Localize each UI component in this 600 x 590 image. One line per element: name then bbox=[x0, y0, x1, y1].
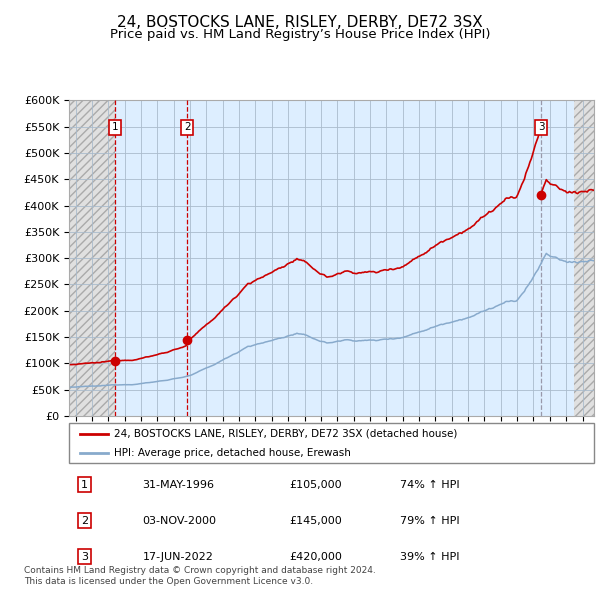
Text: 3: 3 bbox=[81, 552, 88, 562]
FancyBboxPatch shape bbox=[69, 423, 594, 463]
Text: 1: 1 bbox=[112, 122, 118, 132]
Text: 3: 3 bbox=[538, 122, 544, 132]
Text: 03-NOV-2000: 03-NOV-2000 bbox=[143, 516, 217, 526]
Text: £105,000: £105,000 bbox=[290, 480, 342, 490]
Text: 24, BOSTOCKS LANE, RISLEY, DERBY, DE72 3SX: 24, BOSTOCKS LANE, RISLEY, DERBY, DE72 3… bbox=[117, 15, 483, 30]
Bar bbox=[574, 100, 594, 416]
Text: 74% ↑ HPI: 74% ↑ HPI bbox=[400, 480, 460, 490]
Text: £420,000: £420,000 bbox=[290, 552, 343, 562]
Text: HPI: Average price, detached house, Erewash: HPI: Average price, detached house, Erew… bbox=[113, 448, 350, 458]
Text: 2: 2 bbox=[184, 122, 191, 132]
Text: 17-JUN-2022: 17-JUN-2022 bbox=[143, 552, 214, 562]
Text: 31-MAY-1996: 31-MAY-1996 bbox=[143, 480, 215, 490]
Text: 2: 2 bbox=[81, 516, 88, 526]
Text: 39% ↑ HPI: 39% ↑ HPI bbox=[400, 552, 459, 562]
Text: 79% ↑ HPI: 79% ↑ HPI bbox=[400, 516, 460, 526]
Bar bbox=[69, 100, 115, 416]
Text: 24, BOSTOCKS LANE, RISLEY, DERBY, DE72 3SX (detached house): 24, BOSTOCKS LANE, RISLEY, DERBY, DE72 3… bbox=[113, 429, 457, 439]
Text: Price paid vs. HM Land Registry’s House Price Index (HPI): Price paid vs. HM Land Registry’s House … bbox=[110, 28, 490, 41]
Text: Contains HM Land Registry data © Crown copyright and database right 2024.
This d: Contains HM Land Registry data © Crown c… bbox=[24, 566, 376, 586]
Text: 1: 1 bbox=[81, 480, 88, 490]
Text: £145,000: £145,000 bbox=[290, 516, 342, 526]
